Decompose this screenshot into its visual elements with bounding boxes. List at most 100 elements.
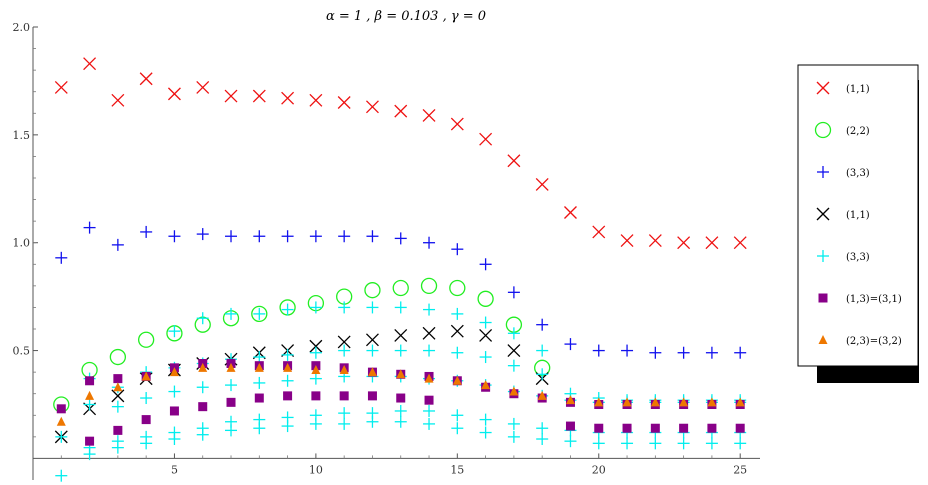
data-point (224, 89, 238, 103)
data-point (535, 178, 549, 191)
data-point (309, 409, 322, 422)
data-point (594, 397, 604, 407)
data-point (85, 390, 95, 400)
x-tick-label: 5 (171, 463, 178, 476)
data-point (366, 230, 379, 243)
data-point (225, 307, 238, 320)
data-point (168, 230, 181, 243)
data-point (338, 230, 351, 243)
data-point (141, 371, 151, 381)
legend-marker (816, 81, 830, 95)
data-point (536, 433, 549, 446)
data-point (338, 301, 351, 314)
data-point (111, 93, 125, 107)
data-point (452, 375, 462, 385)
data-point (54, 80, 68, 94)
data-point (396, 393, 406, 403)
data-point (507, 344, 521, 358)
legend-label: (1,1) (846, 84, 870, 95)
data-point (622, 397, 632, 407)
legend-item: (2,2) (814, 121, 870, 139)
data-point (479, 413, 492, 426)
data-point (196, 80, 210, 94)
legend-label: (2,3)=(3,2) (846, 336, 902, 347)
data-point (167, 87, 181, 101)
legend-label: (1,3)=(3,1) (846, 294, 902, 305)
data-point (339, 364, 349, 374)
data-point (592, 344, 605, 357)
data-point (507, 286, 520, 299)
legend-item: (2,3)=(3,2) (818, 335, 902, 347)
data-point (338, 407, 351, 420)
data-point (309, 339, 323, 353)
data-point (338, 344, 351, 357)
data-point (111, 389, 125, 403)
data-point (226, 397, 236, 407)
data-point (140, 225, 153, 238)
data-point (420, 277, 438, 295)
data-point (281, 303, 294, 316)
data-point (367, 367, 377, 377)
legend-item: (1,3)=(3,1) (818, 293, 902, 305)
data-point (733, 236, 747, 250)
data-point (705, 236, 719, 250)
data-point (309, 230, 322, 243)
data-point (141, 415, 151, 425)
data-point (507, 430, 520, 443)
data-point (621, 437, 634, 450)
data-point (735, 423, 745, 433)
data-point (366, 344, 379, 357)
data-point (479, 329, 493, 342)
data-point (479, 316, 492, 329)
data-point (281, 230, 294, 243)
legend-label: (3,3) (846, 252, 870, 263)
data-point (56, 416, 66, 426)
data-point (168, 426, 181, 439)
data-point (564, 206, 577, 219)
data-point (424, 395, 434, 405)
data-point (366, 301, 379, 314)
data-point (394, 301, 407, 314)
data-point (536, 318, 549, 331)
data-point (198, 362, 208, 372)
data-point (225, 379, 238, 392)
data-point (734, 437, 747, 450)
data-point (394, 404, 407, 417)
data-point (311, 391, 321, 401)
data-point (396, 369, 406, 379)
data-point (169, 406, 179, 416)
data-point (281, 91, 295, 105)
data-point (309, 372, 322, 385)
y-tick-label: 0.5 (13, 345, 31, 358)
data-point (169, 367, 179, 377)
legend-item: (3,3) (817, 166, 870, 179)
legend-marker (817, 166, 829, 178)
data-point (168, 385, 181, 398)
data-point (394, 415, 407, 428)
axes: 0.5 1.0 1.5 2.0 5 10 15 20 25 (13, 21, 760, 480)
x-tick-label: 20 (592, 463, 606, 476)
legend-box (797, 64, 919, 367)
data-point (677, 236, 691, 250)
data-point (536, 368, 549, 381)
data-point (56, 404, 66, 414)
legend-label: (2,2) (846, 126, 870, 137)
data-point (225, 230, 238, 243)
data-point (422, 108, 436, 122)
data-point (507, 359, 520, 372)
legend-label: (3,3) (846, 168, 870, 179)
data-point (707, 423, 717, 433)
data-point (281, 374, 294, 387)
data-point (309, 93, 323, 107)
data-point (367, 391, 377, 401)
data-point (339, 391, 349, 401)
data-point (394, 344, 407, 357)
data-point (705, 437, 718, 450)
data-point (253, 376, 266, 389)
data-point (481, 380, 491, 390)
legend-marker (814, 121, 832, 139)
data-point (198, 402, 208, 412)
data-point (424, 373, 434, 383)
data-point (337, 335, 351, 349)
